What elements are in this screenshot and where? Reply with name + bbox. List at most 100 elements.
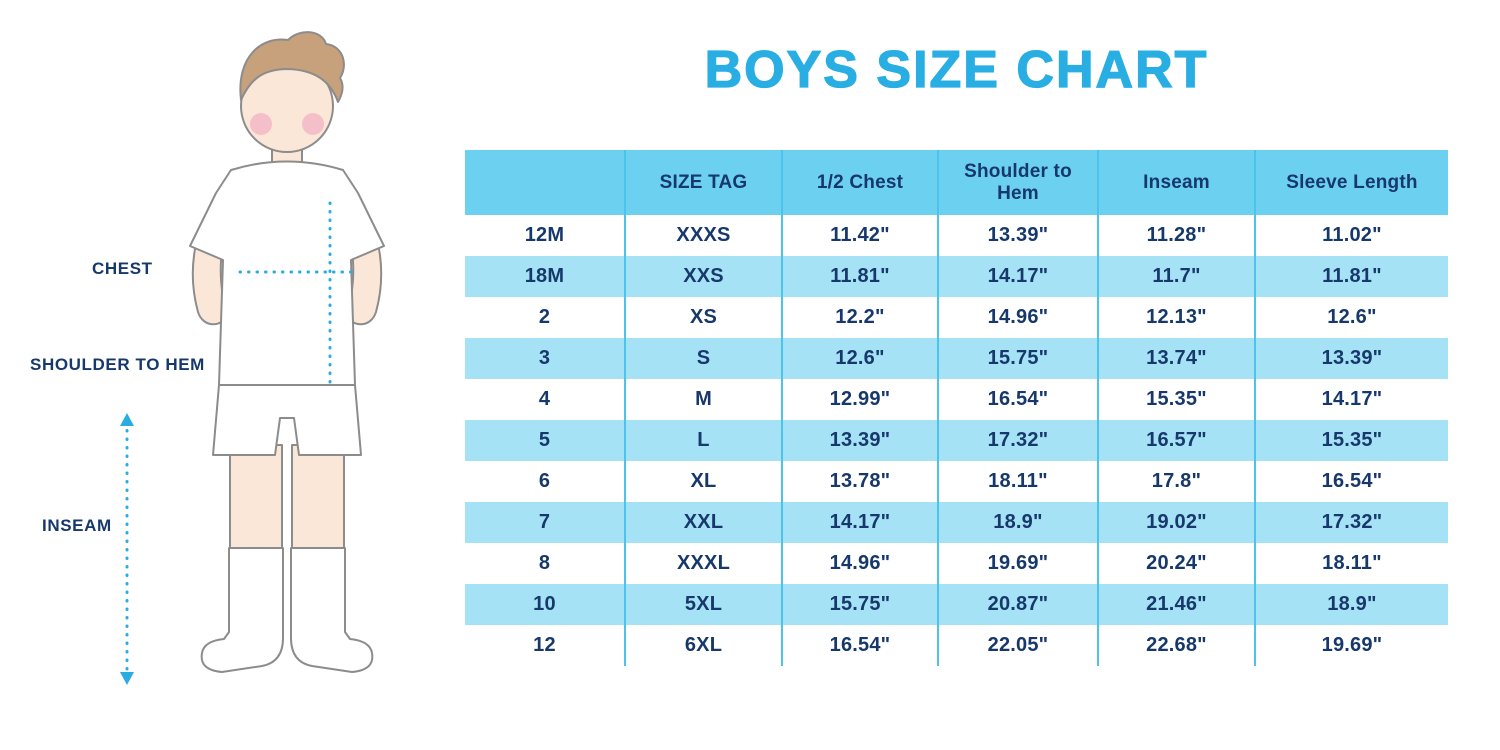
shoulder-to-hem-cell: 14.17" (937, 256, 1098, 297)
half-chest-cell: 13.78" (781, 461, 938, 502)
inseam-cell: 17.8" (1097, 461, 1255, 502)
sleeve-length-cell: 19.69" (1254, 625, 1448, 666)
shoulder-to-hem-cell: 16.54" (937, 379, 1098, 420)
sleeve-length-cell: 12.6" (1254, 297, 1448, 338)
table-row: 10 5XL 15.75" 20.87" 21.46" 18.9" (465, 584, 1448, 625)
left-sock (200, 547, 284, 673)
size-tag-cell: XXL (624, 502, 782, 543)
size-tag-cell: XL (624, 461, 782, 502)
size-cell: 6 (465, 461, 625, 502)
size-cell: 10 (465, 584, 625, 625)
sleeve-length-cell: 18.9" (1254, 584, 1448, 625)
shoulder-to-hem-cell: 18.11" (937, 461, 1098, 502)
column-header-size (465, 150, 625, 215)
shoulder-to-hem-cell: 22.05" (937, 625, 1098, 666)
half-chest-cell: 12.6" (781, 338, 938, 379)
size-tag-cell: L (624, 420, 782, 461)
sleeve-length-cell: 13.39" (1254, 338, 1448, 379)
size-tag-cell: 6XL (624, 625, 782, 666)
size-tag-cell: 5XL (624, 584, 782, 625)
inseam-cell: 12.13" (1097, 297, 1255, 338)
shoulder-to-hem-label: SHOULDER TO HEM (30, 355, 205, 374)
t-shirt (189, 160, 385, 386)
half-chest-cell: 14.96" (781, 543, 938, 584)
size-cell: 2 (465, 297, 625, 338)
table-row: 5 L 13.39" 17.32" 16.57" 15.35" (465, 420, 1448, 461)
right-leg (291, 444, 345, 561)
table-row: 18M XXS 11.81" 14.17" 11.7" 11.81" (465, 256, 1448, 297)
size-cell: 18M (465, 256, 625, 297)
shoulder-to-hem-cell: 19.69" (937, 543, 1098, 584)
size-tag-cell: XXXS (624, 215, 782, 256)
size-tag-cell: XS (624, 297, 782, 338)
shoulder-to-hem-cell: 20.87" (937, 584, 1098, 625)
inseam-cell: 19.02" (1097, 502, 1255, 543)
size-tag-cell: M (624, 379, 782, 420)
half-chest-cell: 11.42" (781, 215, 938, 256)
page-title: BOYS SIZE CHART (704, 40, 1209, 99)
half-chest-cell: 13.39" (781, 420, 938, 461)
column-header-inseam: Inseam (1097, 150, 1255, 215)
inseam-cell: 15.35" (1097, 379, 1255, 420)
table-row: 4 M 12.99" 16.54" 15.35" 14.17" (465, 379, 1448, 420)
inseam-cell: 13.74" (1097, 338, 1255, 379)
column-header-half-chest: 1/2 Chest (781, 150, 938, 215)
table-row: 8 XXXL 14.96" 19.69" 20.24" 18.11" (465, 543, 1448, 584)
size-cell: 3 (465, 338, 625, 379)
size-chart-table: SIZE TAG 1/2 Chest Shoulder to Hem Insea… (465, 150, 1448, 666)
half-chest-cell: 15.75" (781, 584, 938, 625)
size-cell: 5 (465, 420, 625, 461)
size-cell: 12M (465, 215, 625, 256)
shoulder-to-hem-cell: 13.39" (937, 215, 1098, 256)
half-chest-cell: 12.2" (781, 297, 938, 338)
shoulder-to-hem-cell: 14.96" (937, 297, 1098, 338)
cheeks (250, 113, 324, 135)
sleeve-length-cell: 18.11" (1254, 543, 1448, 584)
table-row: 2 XS 12.2" 14.96" 12.13" 12.6" (465, 297, 1448, 338)
inseam-cell: 21.46" (1097, 584, 1255, 625)
shoulder-to-hem-cell: 18.9" (937, 502, 1098, 543)
size-cell: 12 (465, 625, 625, 666)
right-sock (290, 547, 374, 673)
shorts (212, 384, 362, 456)
sleeve-length-cell: 17.32" (1254, 502, 1448, 543)
size-tag-cell: XXXL (624, 543, 782, 584)
chest-label: CHEST (92, 259, 153, 278)
size-cell: 8 (465, 543, 625, 584)
size-cell: 7 (465, 502, 625, 543)
measurement-lines (125, 201, 360, 678)
column-header-shoulder-to-hem: Shoulder to Hem (937, 150, 1098, 215)
size-cell: 4 (465, 379, 625, 420)
sleeve-length-cell: 16.54" (1254, 461, 1448, 502)
size-tag-cell: S (624, 338, 782, 379)
table-row: 12M XXXS 11.42" 13.39" 11.28" 11.02" (465, 215, 1448, 256)
half-chest-cell: 12.99" (781, 379, 938, 420)
half-chest-cell: 16.54" (781, 625, 938, 666)
inseam-cell: 11.28" (1097, 215, 1255, 256)
half-chest-cell: 11.81" (781, 256, 938, 297)
inseam-cell: 11.7" (1097, 256, 1255, 297)
table-row: 12 6XL 16.54" 22.05" 22.68" 19.69" (465, 625, 1448, 666)
hair (239, 31, 345, 103)
inseam-cell: 20.24" (1097, 543, 1255, 584)
inseam-cell: 22.68" (1097, 625, 1255, 666)
header-row: SIZE TAG 1/2 Chest Shoulder to Hem Insea… (465, 150, 1448, 215)
sleeve-length-cell: 15.35" (1254, 420, 1448, 461)
inseam-label: INSEAM (42, 516, 112, 535)
size-tag-cell: XXS (624, 256, 782, 297)
sleeve-length-cell: 11.02" (1254, 215, 1448, 256)
half-chest-cell: 14.17" (781, 502, 938, 543)
inseam-arrowheads (120, 413, 134, 685)
shoulder-to-hem-cell: 15.75" (937, 338, 1098, 379)
inseam-cell: 16.57" (1097, 420, 1255, 461)
table-row: 6 XL 13.78" 18.11" 17.8" 16.54" (465, 461, 1448, 502)
left-leg (229, 444, 283, 561)
column-header-size-tag: SIZE TAG (624, 150, 782, 215)
table-row: 7 XXL 14.17" 18.9" 19.02" 17.32" (465, 502, 1448, 543)
column-header-sleeve-length: Sleeve Length (1254, 150, 1448, 215)
boy-measurement-illustration (120, 31, 385, 685)
sleeve-length-cell: 11.81" (1254, 256, 1448, 297)
table-row: 3 S 12.6" 15.75" 13.74" 13.39" (465, 338, 1448, 379)
shoulder-to-hem-cell: 17.32" (937, 420, 1098, 461)
sleeve-length-cell: 14.17" (1254, 379, 1448, 420)
